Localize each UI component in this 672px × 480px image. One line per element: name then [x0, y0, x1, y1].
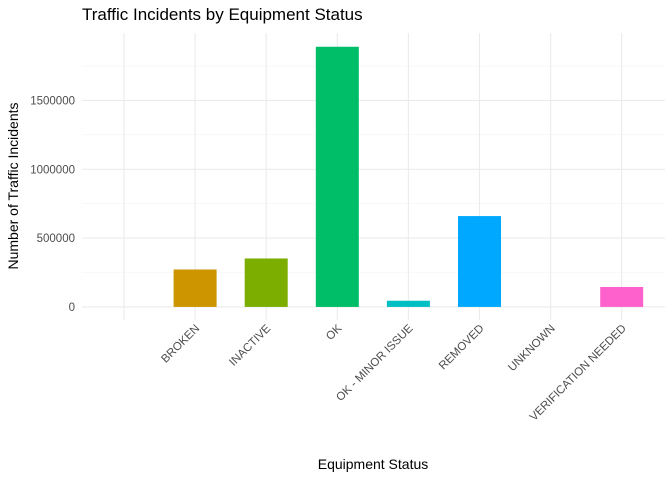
y-tick-label: 1500000: [30, 95, 75, 107]
y-tick-label: 1000000: [30, 164, 75, 176]
y-tick-label: 0: [69, 302, 75, 314]
x-axis-title: Equipment Status: [318, 456, 429, 472]
bar: [173, 269, 217, 307]
x-tick-label: INACTIVE: [227, 322, 273, 368]
bar: [458, 216, 501, 307]
x-tick-label: REMOVED: [437, 323, 487, 373]
bar: [244, 258, 288, 307]
bars: [173, 46, 644, 307]
bar: [600, 286, 644, 307]
chart-title: Traffic Incidents by Equipment Status: [82, 5, 363, 24]
y-axis: 0 500000 1000000 1500000: [30, 95, 75, 313]
bar: [315, 46, 359, 307]
bar: [386, 300, 430, 307]
x-tick-label: UNKNOWN: [506, 323, 557, 374]
y-axis-title: Number of Traffic Incidents: [5, 102, 21, 269]
y-tick-label: 500000: [37, 233, 75, 245]
x-tick-label: OK - MINOR ISSUE: [334, 322, 415, 403]
x-tick-label: OK: [324, 322, 344, 342]
grid: [82, 33, 665, 320]
x-tick-label: BROKEN: [159, 323, 202, 366]
